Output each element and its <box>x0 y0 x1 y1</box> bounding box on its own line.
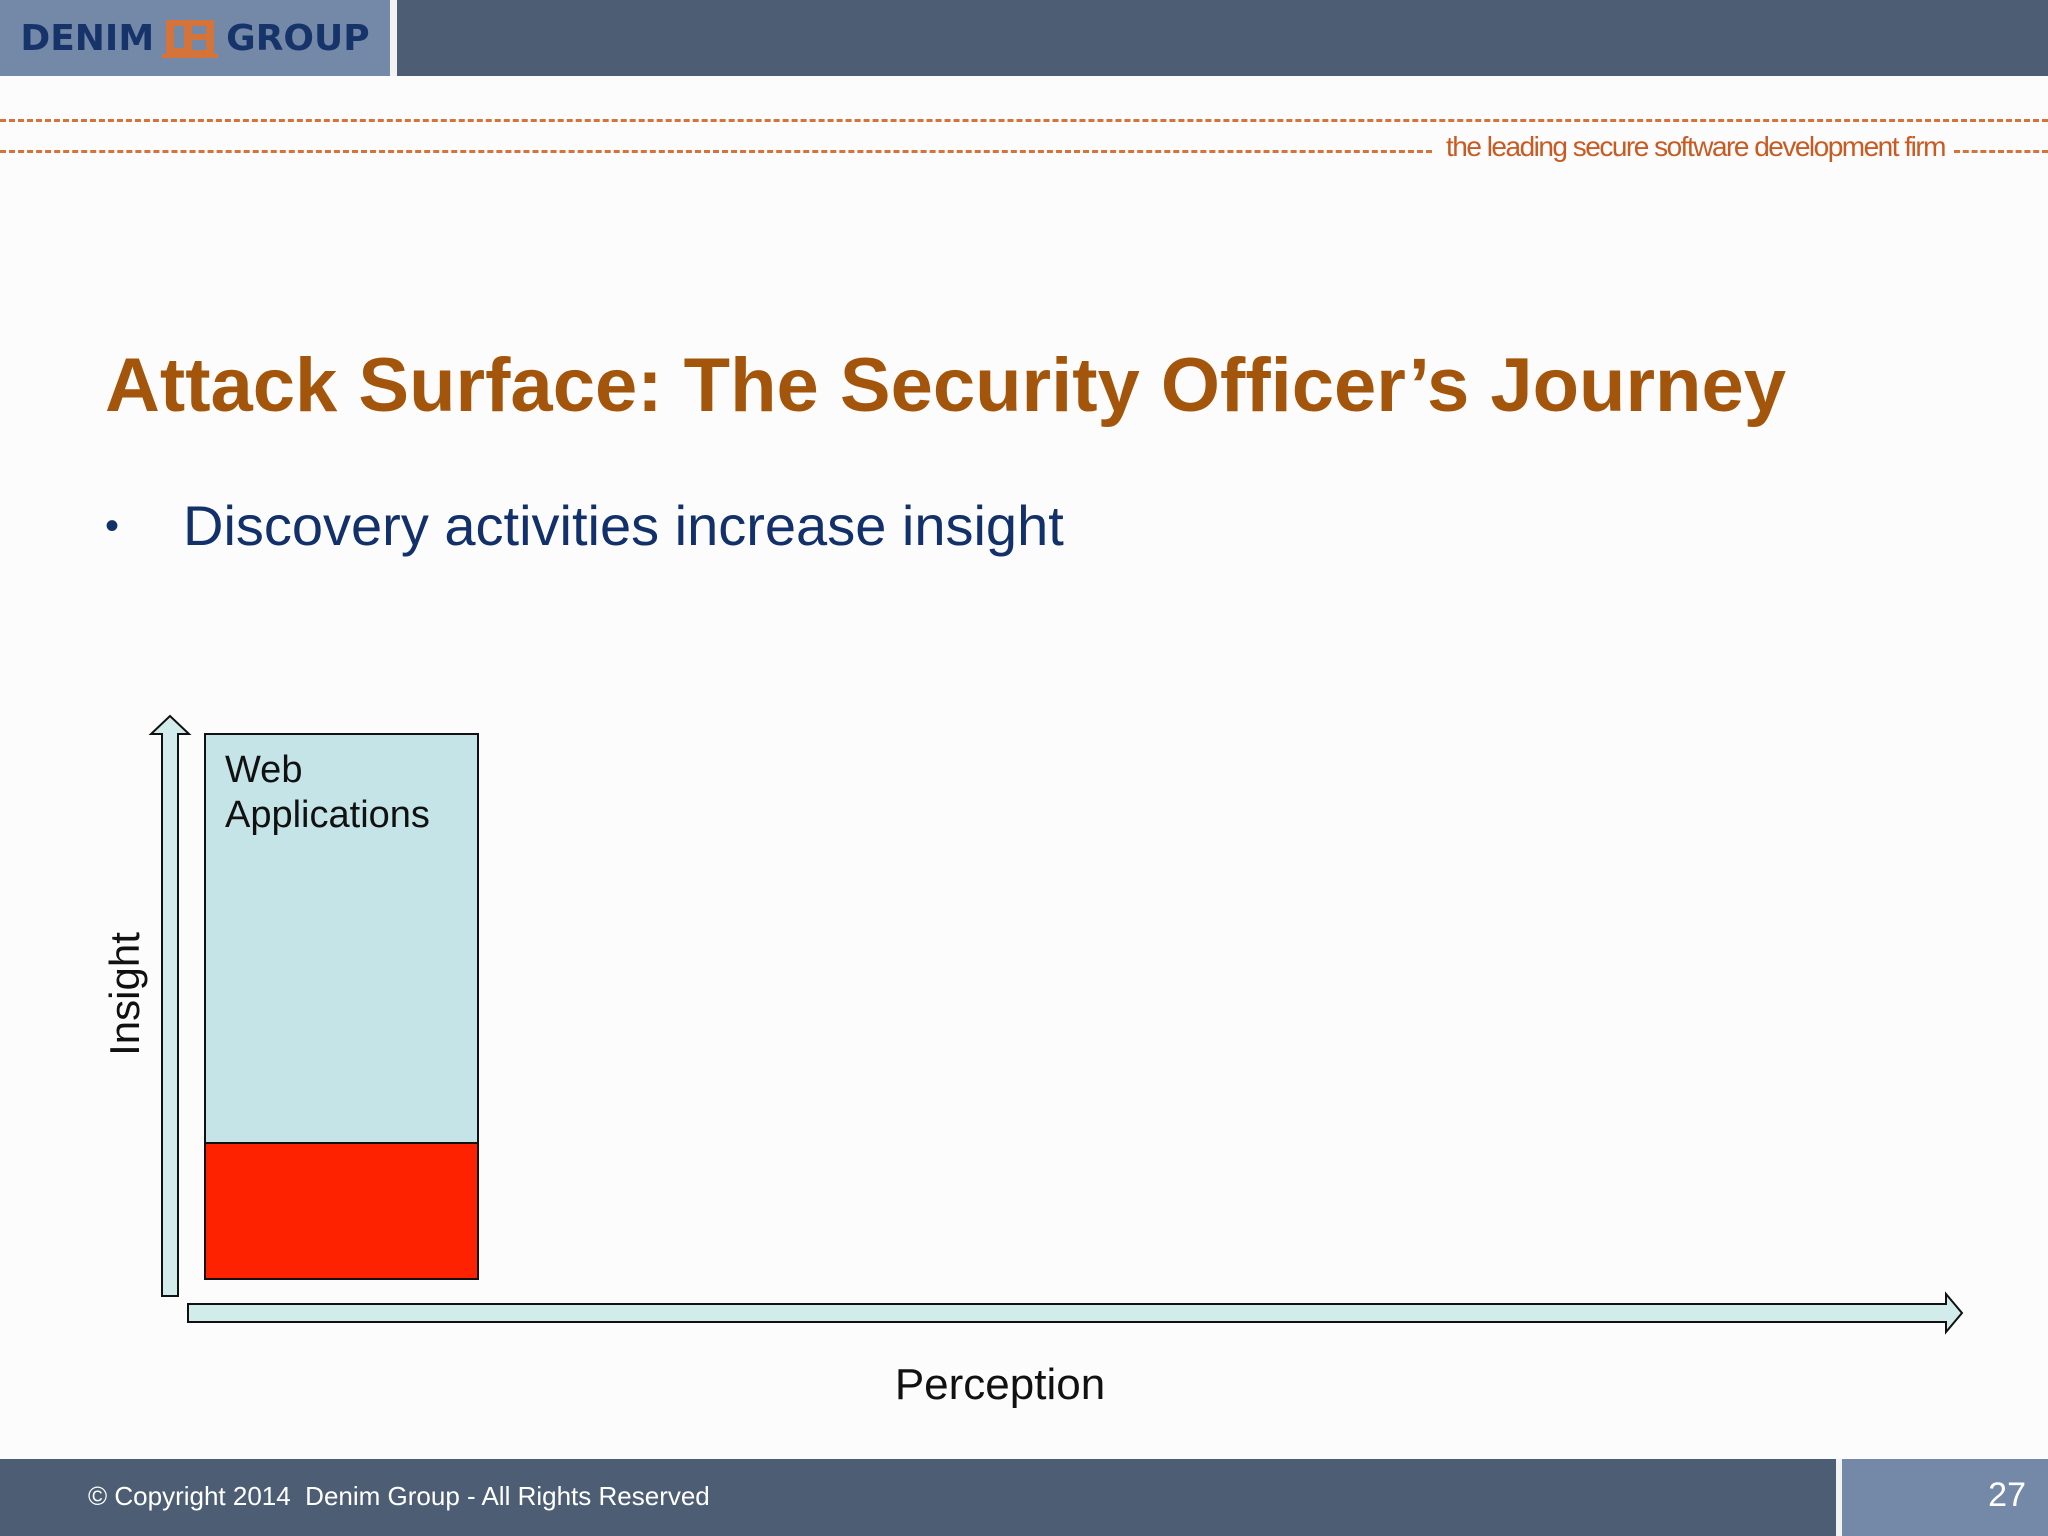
bullet-text: Discovery activities increase insight <box>183 494 1064 557</box>
x-axis-arrow <box>187 1291 1964 1335</box>
y-axis-label: Insight <box>101 932 148 1056</box>
header-divider <box>390 0 397 76</box>
logo-mark-icon <box>162 20 219 58</box>
logo-text-right: GROUP <box>226 17 370 59</box>
page-number: 27 <box>1988 1476 2026 1514</box>
x-axis-label: Perception <box>894 1360 1106 1409</box>
web-applications-box <box>204 733 479 1144</box>
page-number-box <box>1842 1459 2048 1536</box>
y-axis-arrow <box>148 714 192 1297</box>
bullet-item: • Discovery activities increase insight <box>105 490 1064 562</box>
footer-divider <box>1836 1459 1842 1536</box>
dashed-rule-top <box>0 119 2048 122</box>
slide-title: Attack Surface: The Security Officer’s J… <box>105 343 1787 428</box>
bullet-dot-icon: • <box>105 504 120 548</box>
dashed-rule-bottom-right <box>1954 150 2048 153</box>
web-applications-label: Web Applications <box>225 749 430 836</box>
footer-copyright: © Copyright 2014 Denim Group - All Right… <box>88 1481 710 1511</box>
footer-bar <box>0 1459 2048 1536</box>
company-logo: DENIM GROUP <box>0 0 390 76</box>
known-insight-block <box>204 1142 479 1280</box>
logo-text-left: DENIM <box>20 17 155 59</box>
dashed-rule-bottom-left <box>0 150 1432 153</box>
company-tagline: the leading secure software development … <box>1446 131 1946 162</box>
